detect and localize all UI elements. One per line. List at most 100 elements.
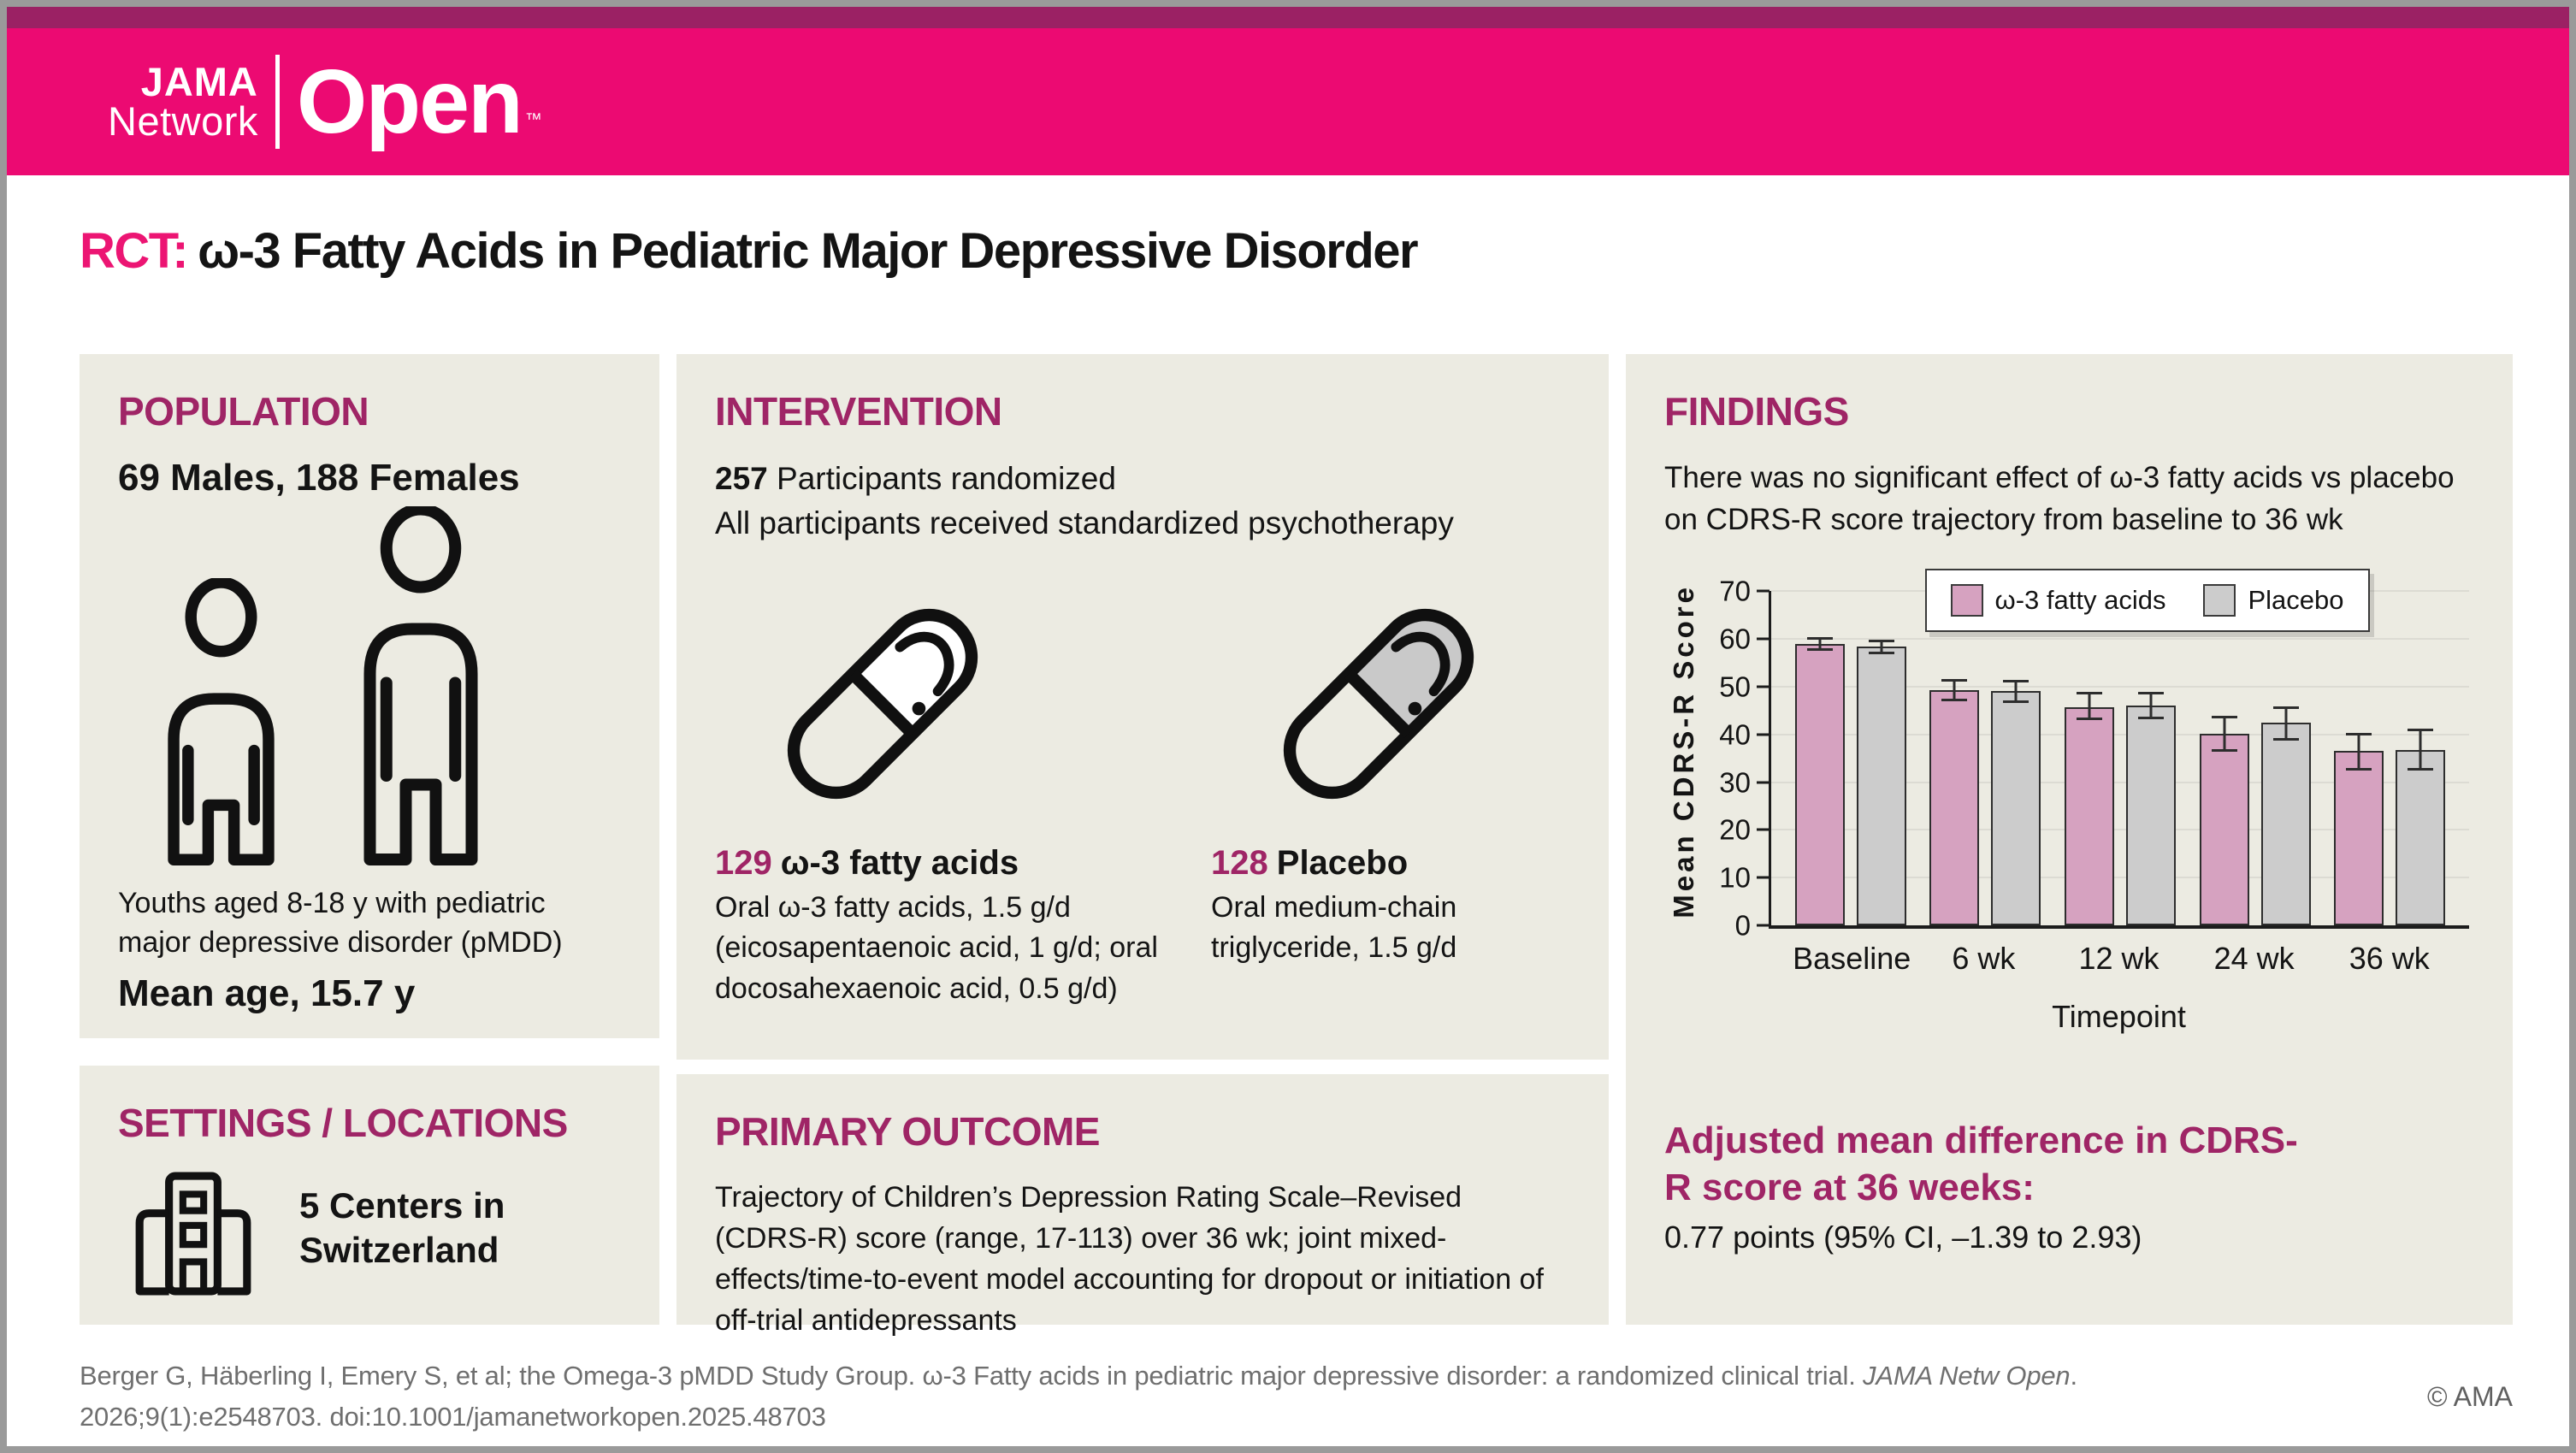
primary-outcome-heading: PRIMARY OUTCOME: [715, 1108, 1100, 1154]
bar-chart: Mean CDRS-R Score ω-3 fatty acids Placebo…: [1664, 567, 2474, 1035]
x-category-label: Baseline: [1793, 941, 1911, 977]
y-tick-mark: [1757, 828, 1770, 831]
logo-network-text: Network: [108, 98, 258, 144]
citation-journal: JAMA Netw Open: [1863, 1360, 2071, 1391]
y-tick-mark: [1757, 876, 1770, 879]
error-bar: [1868, 640, 1894, 654]
result-heading: Adjusted mean difference in CDRS-R score…: [1664, 1119, 2298, 1209]
randomized-count: 257: [715, 460, 768, 496]
y-tick-label: 10: [1719, 861, 1752, 894]
panel-grid: POPULATION 69 Males, 188 Females: [80, 353, 2513, 1337]
bar-group: [1794, 591, 1906, 926]
settings-content: 5 Centers in Switzerland: [118, 1168, 621, 1298]
population-heading: POPULATION: [118, 388, 369, 434]
findings-summary: There was no significant effect of ω-3 f…: [1664, 460, 2455, 537]
arm-placebo-name: Placebo: [1276, 843, 1409, 882]
copyright-notice: © AMA: [2426, 1380, 2513, 1412]
arm-omega3-name: ω-3 fatty acids: [780, 843, 1019, 882]
bar: [2199, 733, 2249, 926]
arm-omega3: 129 ω-3 fatty acids Oral ω-3 fatty acids,…: [715, 576, 1211, 1010]
arm-placebo-count: 128: [1211, 843, 1268, 882]
bar-wrap: [1929, 591, 1980, 926]
intervention-heading: INTERVENTION: [715, 388, 1002, 434]
settings-text: 5 Centers in Switzerland: [299, 1184, 505, 1271]
legend-label: Placebo: [2248, 585, 2344, 616]
x-category-label: 24 wk: [2213, 941, 2295, 977]
arm-placebo-detail: Oral medium-chain triglyceride, 1.5 g/d: [1211, 890, 1457, 965]
gridline: [1771, 637, 2469, 640]
gridline: [1771, 781, 2469, 783]
y-tick-label: 50: [1719, 670, 1752, 703]
logo-jama-network: JAMA Network: [108, 62, 258, 141]
y-tick-label: 70: [1719, 575, 1752, 607]
primary-outcome-panel: PRIMARY OUTCOME Trajectory of Children’s…: [676, 1073, 1610, 1337]
right-column: FINDINGS There was no significant effect…: [1626, 353, 2513, 1325]
person-icon-small: [168, 577, 275, 865]
gridline: [1771, 829, 2469, 831]
error-bar: [1941, 678, 1968, 702]
bar-group: [1929, 591, 2041, 926]
x-category-label: 6 wk: [1952, 941, 2016, 977]
logo-divider: [275, 55, 280, 149]
bar: [2334, 751, 2384, 926]
title-study-type: RCT:: [80, 223, 189, 279]
y-tick-label: 40: [1719, 718, 1752, 751]
error-bar: [2137, 691, 2164, 719]
x-axis-label: Timepoint: [2052, 999, 2186, 1035]
result-value: 0.77 points (95% CI, –1.39 to 2.93): [1664, 1220, 2142, 1255]
top-accent-strip: [7, 7, 2569, 28]
error-bar: [2003, 679, 2029, 704]
y-tick-mark: [1757, 589, 1770, 593]
psychotherapy-line: All participants received standardized p…: [715, 505, 1454, 541]
gridline: [1771, 733, 2469, 735]
bar-wrap: [2199, 591, 2249, 926]
intervention-panel: INTERVENTION 257 Participants randomized…: [676, 353, 1610, 1060]
citation-footer: Berger G, Häberling I, Emery S, et al; t…: [80, 1356, 2513, 1438]
primary-outcome-text: Trajectory of Children’s Depression Rati…: [715, 1180, 1544, 1338]
logo-open-text: Open: [296, 51, 523, 152]
y-tick-label: 30: [1719, 766, 1752, 798]
bar: [1856, 647, 1906, 926]
chart-main: ω-3 fatty acids Placebo 0 10 20 30 40 50 60 70 B…: [1704, 567, 2474, 1035]
error-bar: [2272, 706, 2299, 741]
middle-column: INTERVENTION 257 Participants randomized…: [676, 353, 1610, 1337]
legend-swatch: [2203, 584, 2236, 617]
y-tick-mark: [1757, 924, 1770, 927]
y-tick-mark: [1757, 781, 1770, 783]
legend-item: Placebo: [2203, 584, 2344, 617]
bar: [2260, 723, 2311, 926]
bar: [1794, 643, 1845, 926]
findings-panel: FINDINGS There was no significant effect…: [1626, 353, 2513, 1325]
citation-part1: Berger G, Häberling I, Emery S, et al; t…: [80, 1360, 1864, 1391]
x-category-label: 36 wk: [2349, 941, 2430, 977]
error-bar: [2076, 691, 2102, 721]
error-bar: [2346, 732, 2372, 771]
y-tick-label: 20: [1719, 813, 1752, 846]
arm-omega3-detail: Oral ω-3 fatty acids, 1.5 g/d (eicosapen…: [715, 890, 1158, 1005]
population-panel: POPULATION 69 Males, 188 Females: [80, 353, 660, 1038]
people-icons: [118, 505, 621, 865]
chart-plot: ω-3 fatty acids Placebo 0 10 20 30 40 50 60 70: [1719, 569, 2469, 940]
legend-item: ω-3 fatty acids: [1950, 584, 2165, 617]
population-description: Youths aged 8-18 y with pediatric major …: [118, 886, 563, 959]
population-counts: 69 Males, 188 Females: [118, 456, 520, 499]
y-tick-mark: [1757, 733, 1770, 736]
bar-group: [2199, 591, 2311, 926]
bar-wrap: [2334, 591, 2384, 926]
pill-icon-omega3: [754, 576, 1211, 832]
bar: [1991, 691, 2041, 926]
randomized-line: 257 Participants randomized: [715, 457, 1570, 502]
citation-text: Berger G, Häberling I, Emery S, et al; t…: [80, 1356, 2201, 1438]
error-bar: [2211, 716, 2237, 752]
bar-wrap: [1856, 591, 1906, 926]
error-bar: [2408, 728, 2434, 771]
treatment-arms: 129 ω-3 fatty acids Oral ω-3 fatty acids,…: [715, 576, 1570, 1010]
population-mean-age: Mean age, 15.7 y: [118, 972, 416, 1015]
legend-swatch: [1950, 584, 1983, 617]
chart-xcats: Baseline 6 wk 12 wk 24 wk 36 wk: [1769, 941, 2469, 977]
title-text: ω-3 Fatty Acids in Pediatric Major Depre…: [198, 223, 1419, 279]
settings-heading: SETTINGS / LOCATIONS: [118, 1100, 568, 1145]
trademark-symbol: ™: [524, 110, 542, 129]
left-column: POPULATION 69 Males, 188 Females: [80, 353, 660, 1325]
y-tick-mark: [1757, 685, 1770, 688]
